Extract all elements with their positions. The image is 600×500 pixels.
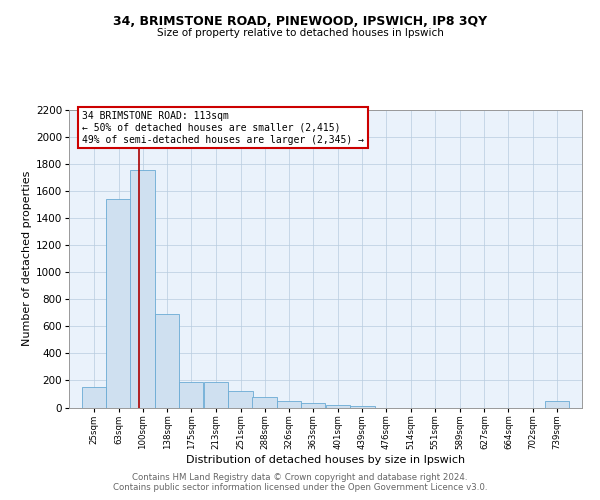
- Bar: [253, 398, 277, 407]
- Text: Size of property relative to detached houses in Ipswich: Size of property relative to detached ho…: [157, 28, 443, 38]
- Text: Contains HM Land Registry data © Crown copyright and database right 2024.: Contains HM Land Registry data © Crown c…: [132, 472, 468, 482]
- Bar: [204, 382, 228, 407]
- Bar: [277, 400, 301, 407]
- Bar: [326, 406, 350, 407]
- Bar: [229, 392, 253, 407]
- Bar: [301, 403, 325, 407]
- Bar: [130, 170, 155, 408]
- Text: 34, BRIMSTONE ROAD, PINEWOOD, IPSWICH, IP8 3QY: 34, BRIMSTONE ROAD, PINEWOOD, IPSWICH, I…: [113, 15, 487, 28]
- Bar: [106, 199, 131, 408]
- Text: 34 BRIMSTONE ROAD: 113sqm
← 50% of detached houses are smaller (2,415)
49% of se: 34 BRIMSTONE ROAD: 113sqm ← 50% of detac…: [82, 112, 364, 144]
- Bar: [155, 314, 179, 408]
- Text: Contains public sector information licensed under the Open Government Licence v3: Contains public sector information licen…: [113, 482, 487, 492]
- Bar: [545, 400, 569, 407]
- X-axis label: Distribution of detached houses by size in Ipswich: Distribution of detached houses by size …: [186, 455, 465, 465]
- Bar: [82, 387, 106, 407]
- Bar: [350, 406, 374, 407]
- Y-axis label: Number of detached properties: Number of detached properties: [22, 171, 32, 346]
- Bar: [179, 382, 203, 407]
